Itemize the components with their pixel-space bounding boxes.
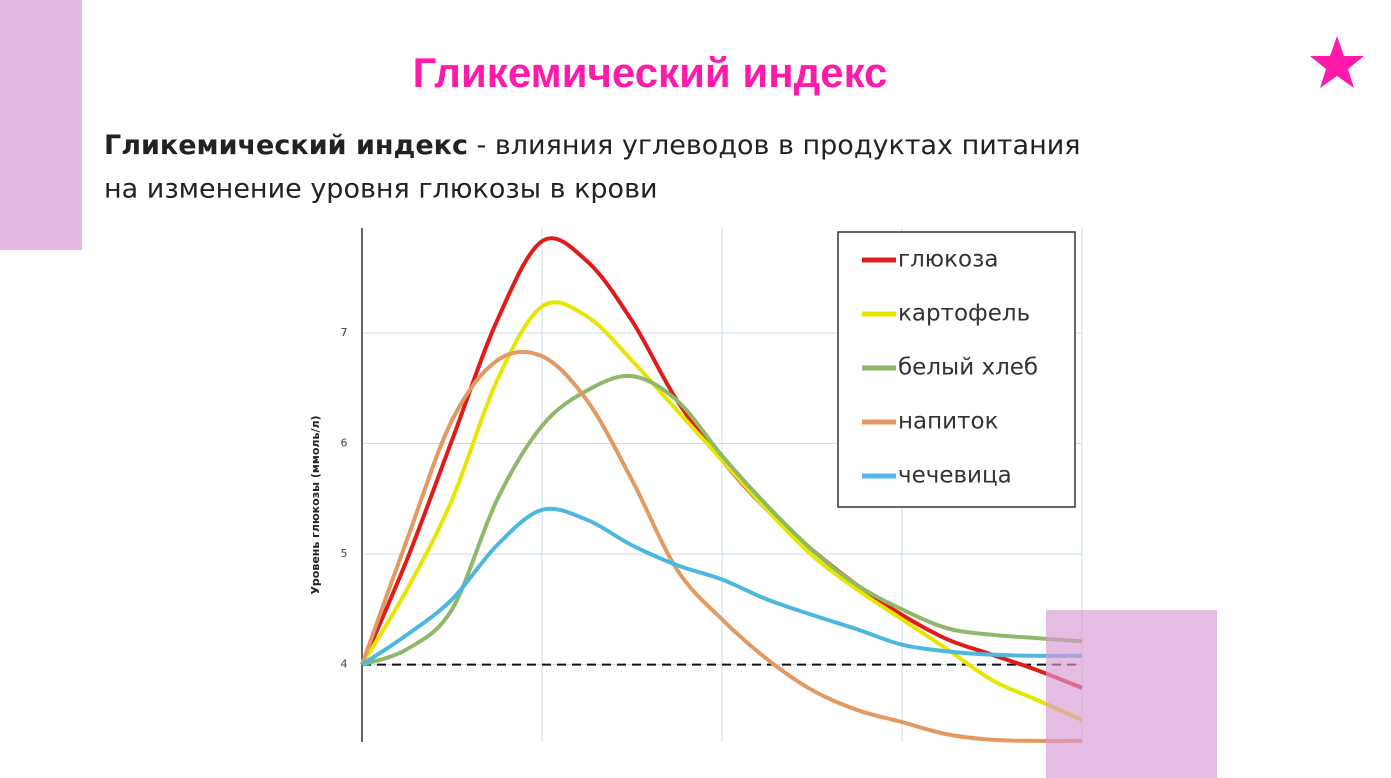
decor-block xyxy=(0,0,82,250)
series-line xyxy=(360,506,1083,667)
legend-box xyxy=(837,231,1076,508)
series-line xyxy=(361,373,1083,667)
slide-title: Гликемический индекс xyxy=(413,49,888,96)
y-tick-label: 4 xyxy=(341,658,348,671)
subtitle-rest: - влияния углеводов в продуктах питания xyxy=(468,130,1081,161)
subtitle-bold: Гликемический индекс xyxy=(104,130,468,161)
legend-label: белый хлеб xyxy=(898,355,1038,381)
y-tick-label: 5 xyxy=(341,547,348,560)
legend-label: глюкоза xyxy=(898,247,998,273)
subtitle-line: на изменение уровня глюкозы в крови xyxy=(104,174,658,205)
series-line xyxy=(360,300,1083,722)
y-axis-label: Уровень глюкозы (ммоль/л) xyxy=(309,415,322,594)
series-line xyxy=(360,349,1083,743)
star-icon xyxy=(1310,36,1364,88)
y-tick-label: 7 xyxy=(341,326,348,339)
series-line xyxy=(360,236,1083,690)
subtitle: Гликемический индекс - влияния углеводов… xyxy=(104,130,1081,161)
plot-area: 4 5 6 7 Уровень глюкозы (ммоль/л) глюкоза карт… xyxy=(308,228,1083,743)
decor-block xyxy=(1046,610,1217,778)
legend-label: картофель xyxy=(898,301,1030,327)
y-tick-label: 6 xyxy=(341,437,348,450)
legend-label: напиток xyxy=(898,409,999,435)
legend-label: чечевица xyxy=(898,463,1012,489)
